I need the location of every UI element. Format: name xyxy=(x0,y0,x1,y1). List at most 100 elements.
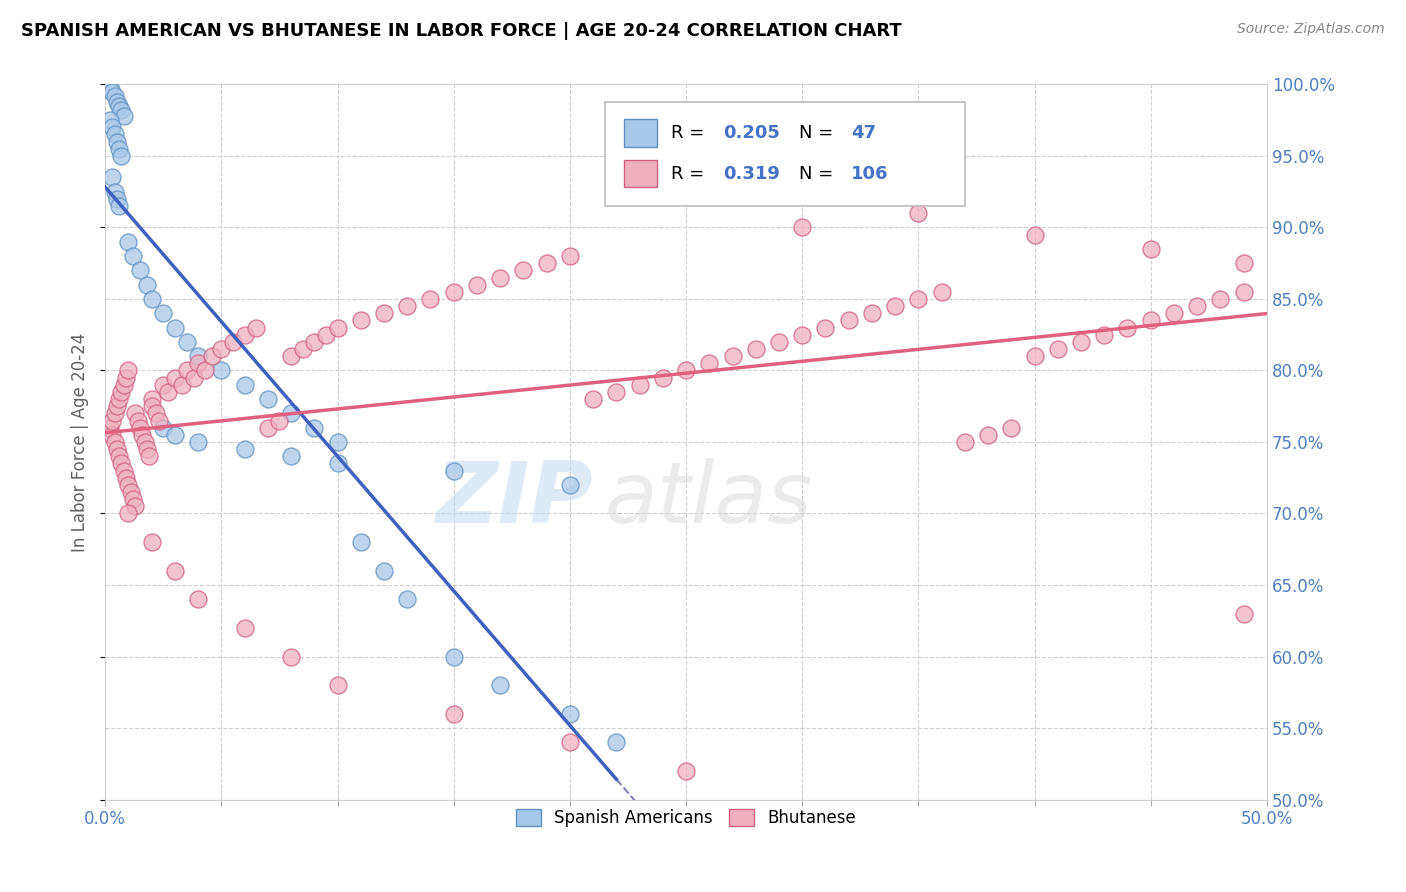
Point xyxy=(131,427,153,442)
Point xyxy=(98,80,121,95)
Point xyxy=(280,406,302,420)
Point xyxy=(1139,313,1161,327)
Point xyxy=(443,706,465,721)
Point xyxy=(326,457,349,471)
Point xyxy=(138,450,160,464)
Point xyxy=(136,442,159,457)
Point xyxy=(103,406,125,420)
Point xyxy=(931,285,953,299)
Point xyxy=(1092,327,1115,342)
Point xyxy=(108,450,131,464)
Text: R =: R = xyxy=(671,124,710,142)
Text: 106: 106 xyxy=(851,165,889,183)
Point xyxy=(907,206,929,220)
Point xyxy=(697,356,720,370)
Point xyxy=(187,592,209,607)
Point xyxy=(127,413,149,427)
Point xyxy=(536,256,558,270)
Point xyxy=(141,399,163,413)
Point xyxy=(326,320,349,334)
Point xyxy=(489,678,512,692)
Point xyxy=(245,320,267,334)
Point xyxy=(1024,227,1046,242)
Y-axis label: In Labor Force | Age 20-24: In Labor Force | Age 20-24 xyxy=(72,333,89,551)
Point xyxy=(233,621,256,635)
Point xyxy=(1233,285,1256,299)
Point xyxy=(141,392,163,406)
Point xyxy=(977,427,1000,442)
Point xyxy=(1046,342,1069,356)
Point xyxy=(745,342,768,356)
Point xyxy=(108,99,131,113)
Point xyxy=(953,434,976,449)
Bar xyxy=(624,120,657,146)
Point xyxy=(136,277,159,292)
Point xyxy=(103,88,125,103)
Point xyxy=(194,363,217,377)
Point xyxy=(814,320,837,334)
Point xyxy=(176,363,198,377)
Point xyxy=(134,434,156,449)
Point xyxy=(257,420,280,434)
Point xyxy=(222,334,245,349)
Point xyxy=(605,384,627,399)
Point xyxy=(103,128,125,142)
Point xyxy=(122,492,145,507)
Point xyxy=(163,427,186,442)
Text: 0.319: 0.319 xyxy=(723,165,780,183)
Point xyxy=(280,349,302,363)
Point xyxy=(419,292,441,306)
Point xyxy=(187,434,209,449)
Point xyxy=(768,334,790,349)
Text: atlas: atlas xyxy=(605,458,813,541)
Point xyxy=(101,170,124,185)
Text: N =: N = xyxy=(799,165,839,183)
Point xyxy=(117,478,139,492)
Point xyxy=(304,420,326,434)
Point xyxy=(304,334,326,349)
Point xyxy=(1185,299,1208,313)
Point xyxy=(209,363,232,377)
Bar xyxy=(624,161,657,187)
Point xyxy=(443,464,465,478)
Point xyxy=(156,384,179,399)
Point xyxy=(98,420,121,434)
Point xyxy=(443,285,465,299)
Point xyxy=(103,434,125,449)
Point xyxy=(112,109,135,123)
Point xyxy=(291,342,314,356)
Point xyxy=(884,299,907,313)
Point xyxy=(152,377,174,392)
Point xyxy=(152,306,174,320)
Point xyxy=(170,377,193,392)
Point xyxy=(187,349,209,363)
Point xyxy=(465,277,488,292)
FancyBboxPatch shape xyxy=(605,103,965,206)
Point xyxy=(105,135,128,149)
Point xyxy=(838,313,860,327)
Point xyxy=(907,292,929,306)
Point xyxy=(1209,292,1232,306)
Point xyxy=(257,392,280,406)
Point xyxy=(124,500,146,514)
Point xyxy=(233,442,256,457)
Point xyxy=(1070,334,1092,349)
Legend: Spanish Americans, Bhutanese: Spanish Americans, Bhutanese xyxy=(509,803,863,834)
Point xyxy=(124,406,146,420)
Point xyxy=(860,306,883,320)
Point xyxy=(105,442,128,457)
Point xyxy=(101,413,124,427)
Point xyxy=(558,249,581,263)
Point xyxy=(792,220,814,235)
Point xyxy=(269,413,291,427)
Point xyxy=(326,434,349,449)
Point xyxy=(163,320,186,334)
Point xyxy=(209,342,232,356)
Point xyxy=(396,299,419,313)
Point xyxy=(675,363,697,377)
Point xyxy=(152,420,174,434)
Point xyxy=(108,199,131,213)
Point xyxy=(117,507,139,521)
Point xyxy=(628,377,651,392)
Text: 0.205: 0.205 xyxy=(723,124,780,142)
